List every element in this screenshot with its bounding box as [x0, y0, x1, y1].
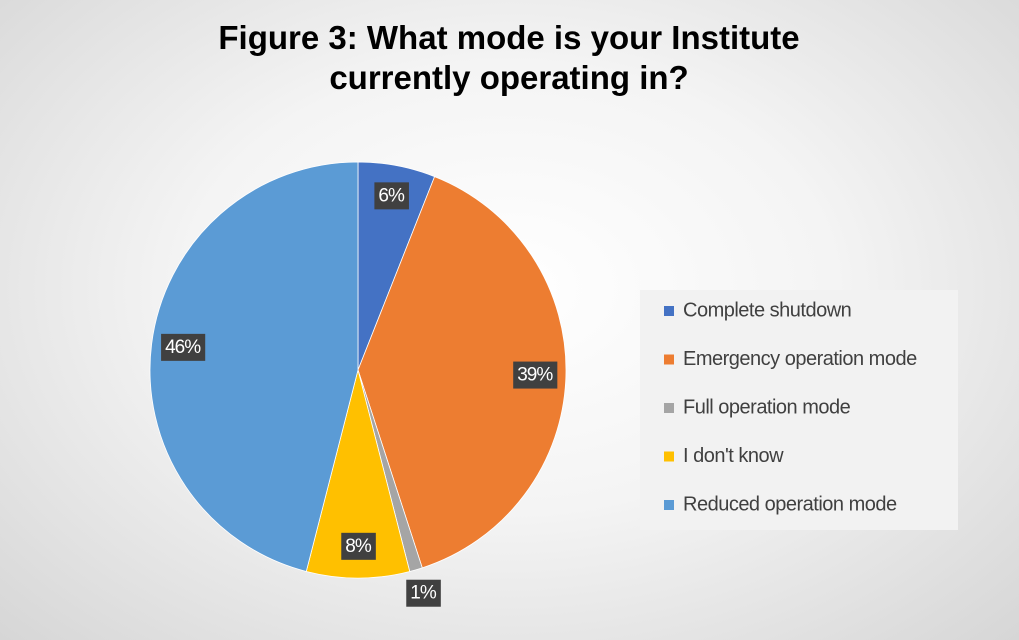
- legend-marker: [664, 451, 674, 462]
- legend-label: Full operation mode: [683, 396, 851, 418]
- legend-label: Complete shutdown: [683, 299, 851, 321]
- data-label-box: [513, 361, 558, 389]
- data-label: 6%: [378, 185, 405, 206]
- pie-slice: [357, 176, 567, 569]
- legend-marker: [664, 500, 674, 510]
- data-label-box: [406, 579, 441, 607]
- data-label-box: [341, 532, 376, 560]
- legend-box: [640, 290, 958, 530]
- data-label: 1%: [410, 583, 437, 604]
- data-label: 39%: [517, 365, 553, 386]
- data-label: 46%: [165, 337, 201, 358]
- legend-label: I don't know: [683, 445, 784, 467]
- legend-marker: [664, 403, 674, 413]
- legend-label: Emergency operation mode: [683, 348, 917, 370]
- chart-title: Figure 3: What mode is your Institute cu…: [218, 19, 800, 96]
- data-label-box: [161, 333, 206, 361]
- pie-slice: [305, 369, 411, 579]
- legend-marker: [664, 354, 674, 365]
- data-label-box: [374, 182, 409, 210]
- legend-label: Reduced operation mode: [683, 493, 897, 515]
- legend-marker: [664, 306, 674, 316]
- data-label: 8%: [345, 536, 372, 557]
- pie-slice: [149, 161, 359, 572]
